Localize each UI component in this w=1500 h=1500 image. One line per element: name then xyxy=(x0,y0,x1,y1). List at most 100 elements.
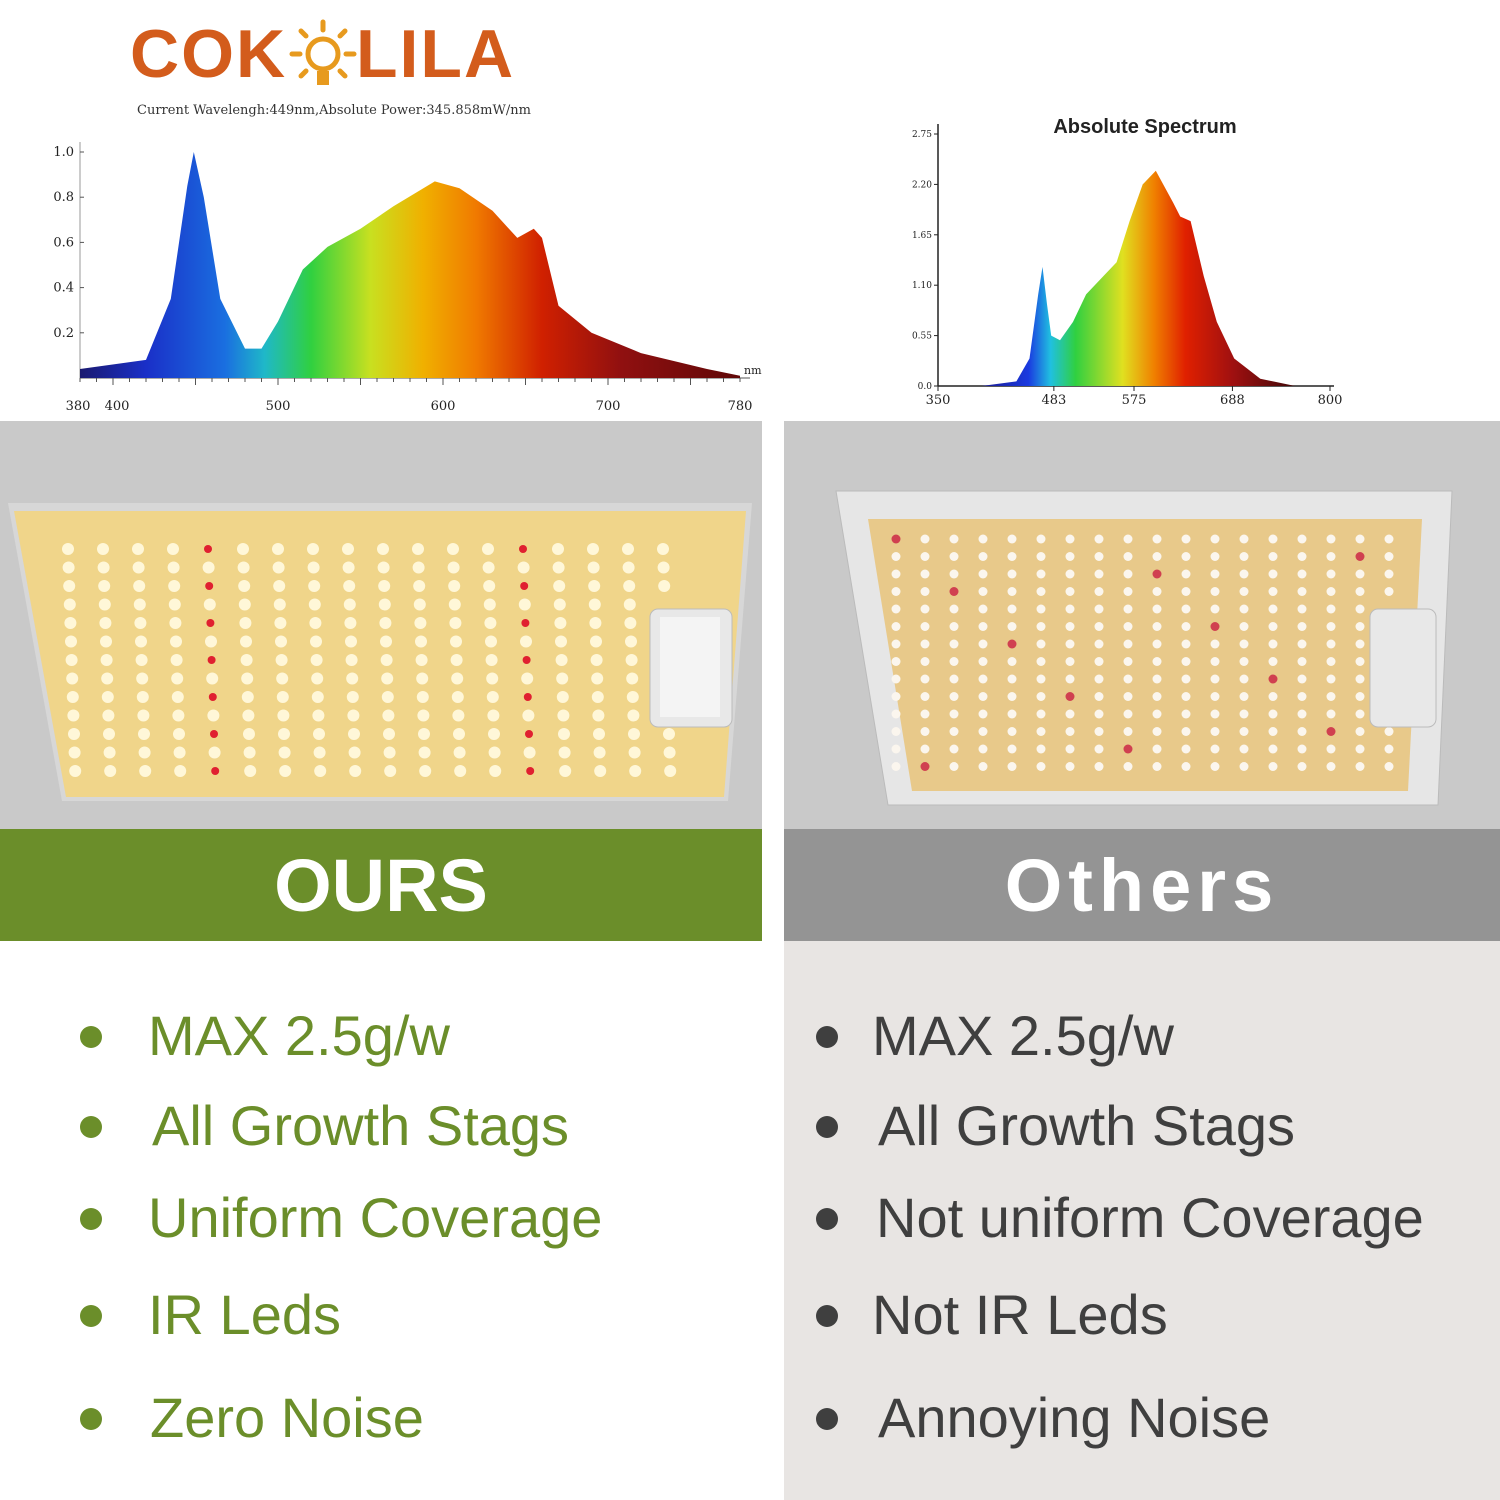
led-dot xyxy=(891,657,901,666)
led-dot xyxy=(279,765,292,777)
led-dot xyxy=(1094,692,1104,701)
led-dot xyxy=(447,561,460,574)
led-dot xyxy=(309,617,322,629)
led-dot xyxy=(1065,744,1075,754)
led-dot xyxy=(1152,552,1162,561)
led-dot xyxy=(978,552,988,561)
right-x-tick-label: 350 xyxy=(926,393,951,408)
led-dot xyxy=(554,617,567,629)
led-dot xyxy=(278,728,290,740)
others-panel-photo xyxy=(784,421,1500,829)
left-y-tick-label: 0.4 xyxy=(53,281,74,296)
list-item: Not IR Leds xyxy=(816,1287,1168,1343)
bullet-icon xyxy=(816,1116,838,1138)
led-dot xyxy=(1297,569,1307,579)
led-dot xyxy=(1152,727,1162,736)
led-dot xyxy=(342,561,355,574)
led-dot xyxy=(1036,622,1046,631)
led-dot xyxy=(1152,692,1162,701)
led-dot xyxy=(555,654,568,666)
led-dot xyxy=(1326,552,1336,561)
others-label-band: Others xyxy=(784,829,1500,941)
led-dot xyxy=(1123,727,1133,736)
led-dot xyxy=(346,691,359,703)
led-dot xyxy=(623,580,636,592)
led-dot xyxy=(1210,692,1220,701)
led-dot xyxy=(136,691,149,703)
led-dot xyxy=(171,691,184,703)
led-dot xyxy=(98,598,111,611)
led-dot xyxy=(1123,552,1133,561)
led-dot xyxy=(1094,727,1104,736)
led-dot xyxy=(1123,657,1133,666)
led-dot xyxy=(240,635,252,648)
led-dot xyxy=(67,709,80,722)
led-dot xyxy=(1384,569,1394,579)
led-dot xyxy=(483,598,496,611)
led-dot xyxy=(587,543,599,555)
brand-logo: COK LILA xyxy=(130,14,550,94)
right-x-tick-label: 800 xyxy=(1318,393,1343,408)
led-dot xyxy=(139,765,152,777)
list-item: Uniform Coverage xyxy=(80,1190,602,1246)
led-dot xyxy=(412,543,424,555)
led-dot xyxy=(453,746,466,759)
led-dot xyxy=(891,569,901,579)
led-dot xyxy=(1239,762,1249,771)
led-dot xyxy=(1297,604,1307,614)
led-dot xyxy=(1326,709,1336,719)
led-dot xyxy=(1152,762,1162,771)
led-dot xyxy=(1355,727,1365,736)
led-dot xyxy=(345,635,357,648)
led-dot xyxy=(1297,727,1307,736)
led-dot xyxy=(486,672,499,685)
others-led-board xyxy=(835,490,1453,806)
led-dot xyxy=(240,654,253,666)
led-dot xyxy=(484,617,497,629)
led-dot xyxy=(277,709,290,722)
led-dot xyxy=(1007,674,1017,684)
led-dot xyxy=(380,654,393,666)
led-dot xyxy=(205,635,217,648)
led-dot xyxy=(210,730,218,738)
led-dot xyxy=(891,604,901,614)
led-dot xyxy=(522,656,531,664)
led-dot xyxy=(1094,534,1104,544)
led-dot xyxy=(1384,727,1394,736)
led-dot xyxy=(381,672,394,685)
led-dot xyxy=(1065,534,1075,544)
led-dot xyxy=(135,654,148,666)
led-dot xyxy=(69,765,82,777)
others-label: Others xyxy=(1004,843,1280,927)
led-dot xyxy=(920,604,930,614)
led-dot xyxy=(243,746,256,759)
led-dot xyxy=(1297,552,1307,561)
led-dot xyxy=(381,691,394,703)
led-dot xyxy=(1210,727,1220,736)
led-dot xyxy=(211,767,220,775)
led-dot xyxy=(891,709,901,719)
led-dot xyxy=(1065,674,1075,684)
led-dot xyxy=(1326,604,1336,614)
led-dot xyxy=(171,672,184,685)
led-dot xyxy=(1123,622,1133,631)
led-dot xyxy=(1094,622,1104,631)
led-dot xyxy=(135,635,147,648)
led-dot xyxy=(1123,604,1133,614)
led-dot xyxy=(1239,709,1249,719)
led-dot xyxy=(663,746,676,759)
led-dot xyxy=(137,709,150,722)
led-dot xyxy=(1326,639,1336,649)
led-dot xyxy=(978,604,988,614)
led-dot xyxy=(1065,622,1075,631)
led-dot xyxy=(949,639,959,649)
led-dot xyxy=(1065,604,1075,614)
led-dot xyxy=(1181,569,1191,579)
bullet-icon xyxy=(80,1408,102,1430)
led-dot xyxy=(1094,709,1104,719)
led-dot xyxy=(1268,692,1278,701)
bullet-icon xyxy=(80,1208,102,1230)
led-dot xyxy=(1210,604,1220,614)
bullet-icon xyxy=(80,1026,102,1048)
led-dot xyxy=(413,580,426,592)
